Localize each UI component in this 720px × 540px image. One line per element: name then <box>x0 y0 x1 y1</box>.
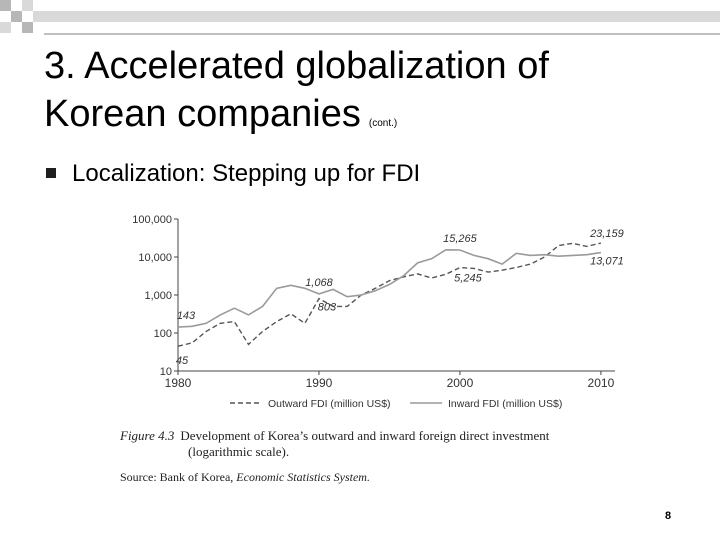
y-tick-label-2: 1,000 <box>144 290 172 302</box>
figure-caption: Figure 4.3 Development of Korea’s outward… <box>120 428 640 460</box>
x-tick-label-1: 1990 <box>306 376 333 390</box>
legend-label-0: Outward FDI (million US$) <box>268 398 391 410</box>
source-name: Economic Statistics System. <box>236 470 370 484</box>
deco-square-3 <box>22 0 33 11</box>
deco-square-2 <box>11 11 22 22</box>
x-tick-label-0: 1980 <box>165 376 192 390</box>
x-tick-label-2: 2000 <box>447 376 474 390</box>
deco-square-6 <box>22 22 33 33</box>
data-label-7: 13,071 <box>590 256 624 268</box>
figure-source: Source: Bank of Korea, Economic Statisti… <box>120 470 370 485</box>
deco-bar <box>44 11 720 22</box>
title-line-2: Korean companies (cont.) <box>44 90 684 148</box>
y-tick-label-4: 10 <box>160 366 172 378</box>
data-label-6: 23,159 <box>589 228 624 240</box>
square-bullet-icon <box>46 168 56 178</box>
y-tick-label-1: 10,000 <box>138 252 172 264</box>
slide-title: 3. Accelerated globalization of Korean c… <box>44 42 684 148</box>
legend-label-1: Inward FDI (million US$) <box>448 398 562 410</box>
data-label-5: 5,245 <box>454 273 482 285</box>
data-label-0: 143 <box>177 310 196 322</box>
bullet-text: Localization: Stepping up for FDI <box>72 160 421 187</box>
data-label-3: 803 <box>318 302 337 314</box>
data-label-2: 1,068 <box>305 277 333 289</box>
deco-square-4 <box>33 11 44 22</box>
page-number: 8 <box>665 510 672 522</box>
title-line-2-text: Korean companies <box>44 93 361 135</box>
caption-line-2: (logarithmic scale). <box>188 444 290 459</box>
data-label-1: 45 <box>176 355 189 367</box>
data-label-4: 15,265 <box>443 233 478 245</box>
figure-number: Figure 4.3 <box>120 428 175 443</box>
deco-square-5 <box>0 22 11 33</box>
title-cont: (cont.) <box>368 118 398 129</box>
series-line-1 <box>177 248 602 328</box>
y-tick-label-0: 100,000 <box>132 214 172 226</box>
deco-square-1 <box>0 0 11 11</box>
series-line-0 <box>177 242 602 347</box>
x-tick-label-3: 2010 <box>588 376 615 390</box>
source-prefix: Source: Bank of Korea, <box>120 470 234 484</box>
title-line-1: 3. Accelerated globalization of <box>44 45 549 87</box>
header-decoration <box>0 0 720 35</box>
caption-line-1: Development of Korea’s outward and inwar… <box>180 428 550 443</box>
y-tick-label-3: 100 <box>154 328 172 340</box>
